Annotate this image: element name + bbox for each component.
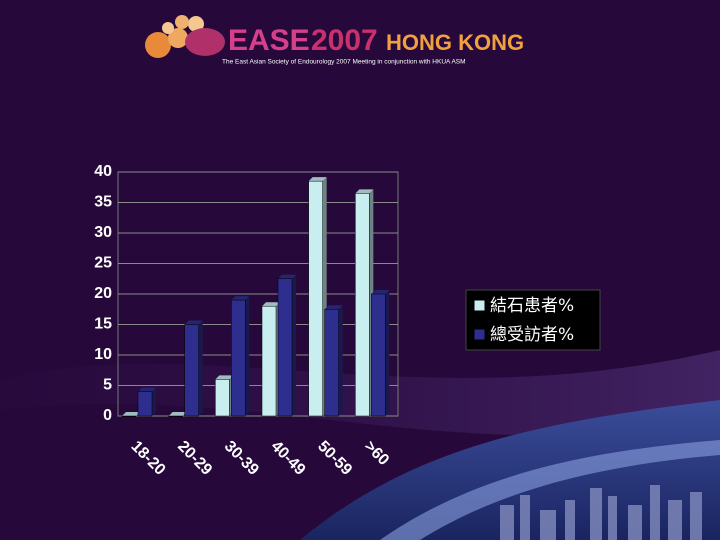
logo-year: 2007 [311, 24, 378, 57]
legend-label: 結石患者% [490, 296, 574, 316]
bar-top [308, 177, 327, 182]
bar [355, 193, 370, 417]
bar [277, 278, 293, 417]
y-tick-label: 25 [94, 255, 112, 272]
x-tick-label: 18-20 [128, 438, 169, 479]
bar-side [152, 387, 156, 416]
bar-side [292, 274, 296, 416]
logo-city: HONG KONG [386, 30, 524, 55]
bar-top [324, 305, 343, 310]
bar [137, 391, 153, 417]
bar-top [355, 189, 374, 194]
bar [215, 379, 230, 417]
bar [231, 299, 246, 417]
y-tick-label: 5 [103, 377, 112, 394]
bar-side [198, 320, 203, 416]
bar-top [215, 375, 234, 380]
bar [308, 180, 323, 417]
bar [261, 305, 277, 417]
legend-label: 總受訪者% [490, 325, 574, 345]
bar-top [262, 302, 280, 307]
x-tick-label: >60 [361, 438, 392, 469]
bar-top [122, 412, 140, 416]
y-tick-label: 40 [94, 163, 112, 180]
bar-side [338, 305, 343, 416]
bar [371, 293, 386, 417]
bar-top [371, 290, 390, 294]
y-tick-label: 10 [94, 346, 112, 363]
x-tick-label: 20-29 [174, 438, 215, 479]
logo: EASE 2007 HONG KONG The East Asian Socie… [145, 15, 524, 66]
bar-top [168, 412, 187, 416]
legend-swatch [473, 299, 486, 312]
bar-top [278, 274, 296, 279]
x-tick-label: 30-39 [221, 438, 262, 479]
bar [324, 309, 339, 417]
bar [168, 415, 183, 417]
skyline [500, 485, 702, 540]
bar-top [231, 296, 250, 301]
x-tick-label: 40-49 [268, 438, 309, 479]
tagline: The East Asian Society of Endourology 20… [222, 59, 466, 66]
y-tick-label: 30 [94, 224, 112, 241]
logo-ease: EASE [228, 24, 310, 57]
bar-top [138, 387, 156, 392]
swoosh [380, 440, 720, 540]
legend-swatch [473, 328, 486, 341]
y-tick-label: 0 [103, 407, 112, 424]
bar [121, 415, 137, 417]
bar-top [184, 320, 203, 325]
x-tick-label: 50-59 [314, 438, 355, 479]
y-tick-label: 20 [94, 285, 112, 302]
y-tick-label: 35 [94, 194, 112, 211]
bar-side [385, 290, 390, 416]
y-tick-label: 15 [94, 316, 112, 333]
bar-side [245, 296, 250, 416]
legend-box [465, 289, 601, 351]
bar [184, 324, 199, 417]
